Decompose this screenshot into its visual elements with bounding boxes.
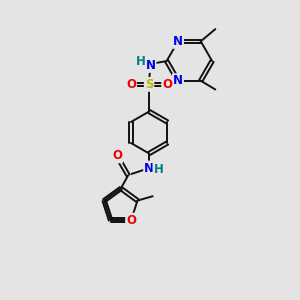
- Text: N: N: [173, 35, 183, 48]
- Text: N: N: [173, 74, 183, 87]
- Text: O: O: [126, 214, 136, 227]
- Text: H: H: [136, 56, 146, 68]
- Text: N: N: [144, 162, 154, 175]
- Text: O: O: [112, 149, 122, 162]
- Text: O: O: [126, 78, 136, 91]
- Text: O: O: [162, 78, 172, 91]
- Text: S: S: [145, 78, 153, 91]
- Text: N: N: [146, 59, 156, 72]
- Text: H: H: [154, 163, 164, 176]
